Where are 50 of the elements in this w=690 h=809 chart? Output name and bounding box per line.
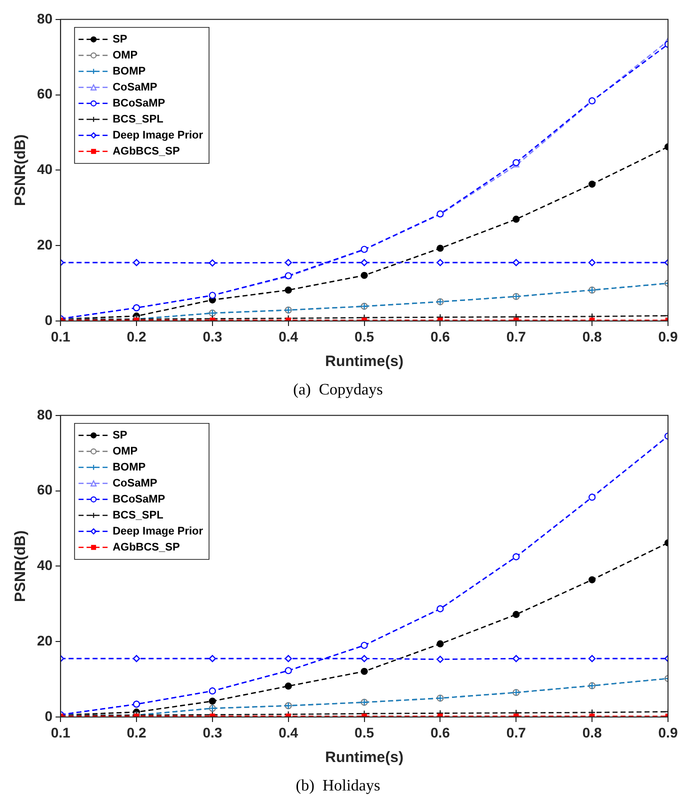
legend-label: BOMP bbox=[112, 461, 146, 474]
y-tick-label: 80 bbox=[36, 10, 53, 26]
x-tick-label: 0.7 bbox=[506, 724, 526, 740]
text: (a) Copydays bbox=[293, 382, 383, 399]
text: (b) Holidays bbox=[296, 778, 380, 795]
legend-label: SP bbox=[112, 33, 128, 46]
legend-label: CoSaMP bbox=[112, 477, 158, 490]
x-tick-label: 0.6 bbox=[430, 724, 450, 740]
x-tick-label: 0.2 bbox=[126, 724, 146, 740]
x-tick-label: 0.9 bbox=[658, 328, 678, 344]
y-axis-title: PSNR(dB) bbox=[12, 134, 30, 206]
y-tick-label: 0 bbox=[44, 312, 53, 328]
legend-label: Deep Image Prior bbox=[112, 129, 204, 142]
legend-label: AGbBCS_SP bbox=[112, 541, 180, 554]
y-tick-label: 60 bbox=[36, 482, 53, 498]
y-tick-label: 0 bbox=[44, 708, 53, 724]
legend-label: Deep Image Prior bbox=[112, 525, 204, 538]
legend-label: BCoSaMP bbox=[112, 493, 166, 506]
x-tick-label: 0.5 bbox=[354, 328, 374, 344]
y-tick-label: 20 bbox=[36, 236, 53, 252]
x-tick-label: 0.7 bbox=[506, 328, 526, 344]
legend-label: CoSaMP bbox=[112, 81, 158, 94]
x-tick-label: 0.1 bbox=[50, 724, 71, 740]
y-tick-label: 40 bbox=[36, 161, 53, 178]
x-tick-label: 0.2 bbox=[126, 328, 146, 344]
y-tick-label: 40 bbox=[36, 557, 53, 574]
x-tick-label: 0.3 bbox=[202, 724, 222, 740]
x-tick-label: 0.6 bbox=[430, 328, 450, 344]
x-tick-label: 0.5 bbox=[354, 724, 374, 740]
legend-label: BCS_SPL bbox=[112, 509, 164, 522]
x-tick-label: 0.4 bbox=[278, 328, 298, 344]
legend-label: BCS_SPL bbox=[112, 113, 164, 126]
x-tick-label: 0.9 bbox=[658, 724, 678, 740]
x-tick-label: 0.8 bbox=[582, 328, 602, 344]
legend-label: OMP bbox=[112, 445, 138, 458]
legend-label: SP bbox=[112, 429, 128, 442]
legend-label: BOMP bbox=[112, 65, 146, 78]
x-tick-label: 0.3 bbox=[202, 328, 222, 344]
x-tick-label: 0.4 bbox=[278, 724, 298, 740]
y-tick-label: 20 bbox=[36, 632, 53, 648]
legend-label: AGbBCS_SP bbox=[112, 145, 180, 158]
x-axis-title: Runtime(s) bbox=[325, 352, 404, 370]
legend-label: OMP bbox=[112, 49, 138, 62]
x-axis-title: Runtime(s) bbox=[325, 748, 404, 766]
legend-label: BCoSaMP bbox=[112, 97, 166, 110]
y-tick-label: 80 bbox=[36, 406, 53, 422]
y-tick-label: 60 bbox=[36, 86, 53, 102]
y-axis-title: PSNR(dB) bbox=[12, 530, 30, 602]
x-tick-label: 0.8 bbox=[582, 724, 602, 740]
x-tick-label: 0.1 bbox=[50, 328, 71, 344]
